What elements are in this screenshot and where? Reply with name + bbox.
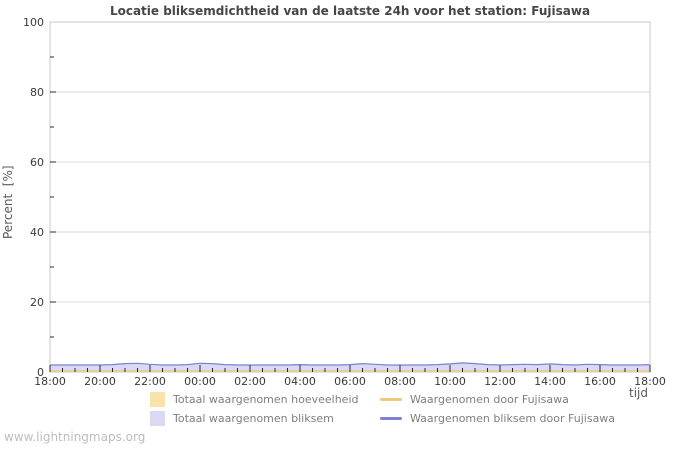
plot-border (49, 21, 651, 373)
y-axis-title: Percent [%] (1, 165, 15, 239)
chart-legend: Totaal waargenomen hoeveelheid Totaal wa… (150, 390, 670, 427)
x-tick-label: 14:00 (534, 375, 566, 388)
x-tick-label: 10:00 (434, 375, 466, 388)
legend-item-totaal-hoeveelheid: Totaal waargenomen hoeveelheid (150, 390, 380, 408)
legend-label: Waargenomen door Fujisawa (410, 392, 569, 406)
y-tick-label: 100 (23, 16, 44, 29)
x-tick-label: 06:00 (334, 375, 366, 388)
x-tick-label: 16:00 (584, 375, 616, 388)
x-tick-label: 22:00 (134, 375, 166, 388)
x-tick-label: 04:00 (284, 375, 316, 388)
x-tick-label: 08:00 (384, 375, 416, 388)
legend-item-waargenomen-fujisawa: Waargenomen door Fujisawa (380, 390, 670, 408)
legend-label: Totaal waargenomen hoeveelheid (173, 392, 359, 406)
legend-label: Waargenomen bliksem door Fujisawa (410, 411, 616, 425)
line-swatch-bliksem-fujisawa-icon (380, 416, 402, 420)
legend-item-waargenomen-bliksem-fujisawa: Waargenomen bliksem door Fujisawa (380, 409, 670, 427)
y-tick-label: 40 (30, 226, 44, 239)
watermark-url: www.lightningmaps.org (4, 430, 146, 444)
x-tick-label: 20:00 (84, 375, 116, 388)
chart-title: Locatie bliksemdichtheid van de laatste … (109, 4, 591, 18)
line-series (50, 362, 651, 366)
x-tick-label: 12:00 (484, 375, 516, 388)
x-tick-label: 18:00 (634, 375, 666, 388)
x-tick-label: 00:00 (184, 375, 216, 388)
y-tick-label: 20 (30, 296, 44, 309)
area-swatch-hoeveelheid-icon (150, 391, 165, 407)
line-swatch-fujisawa-icon (380, 397, 402, 401)
y-tick-label: 60 (30, 156, 44, 169)
y-tick-label: 80 (30, 86, 44, 99)
x-axis-title: tijd (629, 386, 648, 400)
x-tick-label: 18:00 (34, 375, 66, 388)
y-tick-label: 0 (37, 366, 44, 379)
legend-item-totaal-bliksem: Totaal waargenomen bliksem (150, 409, 380, 427)
legend-label: Totaal waargenomen bliksem (173, 411, 334, 425)
x-tick-label: 02:00 (234, 375, 266, 388)
area-swatch-bliksem-icon (150, 410, 165, 426)
